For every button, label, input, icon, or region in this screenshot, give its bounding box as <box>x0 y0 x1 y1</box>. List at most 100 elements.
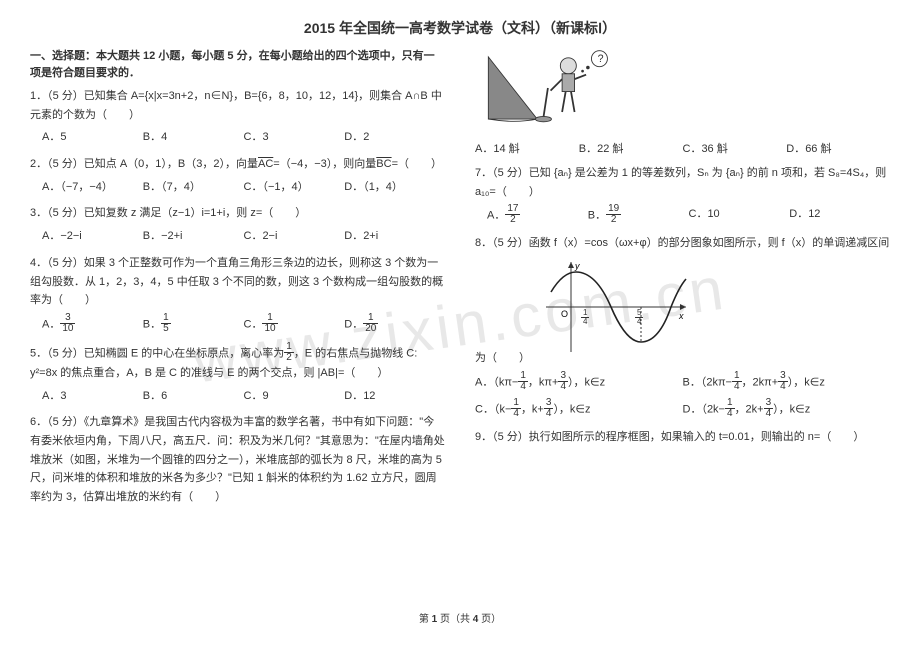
frac-den: 5 <box>161 324 171 334</box>
q6-stem: 6．（5 分）《九章算术》是我国古代内容极为丰富的数学名著，书中有如下问题："今… <box>30 416 445 503</box>
q2-opt-c: C．（−1，4） <box>244 178 345 197</box>
section-heading: 一、选择题：本大题共 12 小题，每小题 5 分，在每小题给出的四个选项中，只有… <box>30 48 445 81</box>
question-7: 7．（5 分）已知 {aₙ} 是公差为 1 的等差数列，Sₙ 为 {aₙ} 的前… <box>475 164 890 226</box>
frac: 14 <box>725 398 735 419</box>
question-6: 6．（5 分）《九章算术》是我国古代内容极为丰富的数学名著，书中有如下问题："今… <box>30 413 445 506</box>
q4-d-label: D． <box>344 318 363 330</box>
question-8: 8．（5 分）函数 f（x）=cos（ωx+φ）的部分图象如图所示，则 f（x）… <box>475 234 890 419</box>
q6-opt-b: B．22 斛 <box>579 140 683 156</box>
question-2: 2．（5 分）已知点 A（0，1），B（3，2），向量AC=（−4，−3），则向… <box>30 155 445 196</box>
q5-opt-a: A．3 <box>42 387 143 406</box>
svg-text:?: ? <box>598 53 604 65</box>
tick2-den: 4 <box>635 318 643 326</box>
question-3: 3．（5 分）已知复数 z 满足（z−1）i=1+i，则 z=（ ） A．−2−… <box>30 204 445 245</box>
q7-a-label: A． <box>487 210 505 222</box>
q3-opt-b: B．−2+i <box>143 227 244 246</box>
q2-opt-a: A．（−7，−4） <box>42 178 143 197</box>
q7-opt-d: D．12 <box>789 205 890 226</box>
footer-c: 页（共 <box>437 614 473 625</box>
q8-d-l: D．（2k− <box>683 403 726 415</box>
q5-stem-a: 5．（5 分）已知椭圆 E 的中心在坐标原点，离心率为 <box>30 347 284 359</box>
q6-opt-d: D．66 斛 <box>786 140 890 156</box>
q6-options: A．14 斛 B．22 斛 C．36 斛 D．66 斛 <box>475 140 890 156</box>
y-axis-label: y <box>574 261 580 271</box>
frac-den: 4 <box>558 382 568 392</box>
question-5: 5．（5 分）已知椭圆 E 的中心在坐标原点，离心率为12，E 的右焦点与抛物线… <box>30 343 445 405</box>
q7-opt-b: B．192 <box>588 205 689 226</box>
frac-den: 4 <box>732 382 742 392</box>
q4-stem: 4．（5 分）如果 3 个正整数可作为一个直角三角形三条边的边长，则称这 3 个… <box>30 257 443 306</box>
q1-opt-b: B．4 <box>143 128 244 147</box>
frac-den: 4 <box>511 409 521 419</box>
frac-den: 2 <box>505 215 520 225</box>
q8-opt-c: C．（k−14，k+34），k∈z <box>475 399 683 420</box>
q8-opt-b: B．（2kπ−14，2kπ+34），k∈z <box>683 372 891 393</box>
frac-den: 4 <box>518 382 528 392</box>
q2-stem-b: =（−4，−3），则向量 <box>273 158 376 170</box>
frac-den: 4 <box>544 409 554 419</box>
q3-stem: 3．（5 分）已知复数 z 满足（z−1）i=1+i，则 z=（ ） <box>30 207 306 219</box>
q5-ecc-frac: 12 <box>284 342 294 363</box>
frac: 34 <box>778 371 788 392</box>
q2-options: A．（−7，−4） B．（7，4） C．（−1，4） D．（1，4） <box>42 178 445 197</box>
vector-ac: AC <box>258 158 273 170</box>
q4-opt-d: D．120 <box>344 314 445 335</box>
q8-opt-d: D．（2k−14，2k+34），k∈z <box>683 399 891 420</box>
q4-opt-c: C．110 <box>244 314 345 335</box>
q3-options: A．−2−i B．−2+i C．2−i D．2+i <box>42 227 445 246</box>
q8-c-m: ，k+ <box>521 403 544 415</box>
q8-a-m: ，kπ+ <box>528 376 559 388</box>
q8-options-row2: C．（k−14，k+34），k∈z D．（2k−14，2k+34），k∈z <box>475 399 890 420</box>
frac: 14 <box>732 371 742 392</box>
q7-b-label: B． <box>588 210 606 222</box>
frac-den: 20 <box>363 324 378 334</box>
q4-b-label: B． <box>143 318 161 330</box>
q1-options: A．5 B．4 C．3 D．2 <box>42 128 445 147</box>
q5-options: A．3 B．6 C．9 D．12 <box>42 387 445 406</box>
q8-c-r: ），k∈z <box>553 403 590 415</box>
q8-b-r: ），k∈z <box>788 376 825 388</box>
origin-label: O <box>561 309 568 319</box>
right-column: ? A．14 斛 B．22 斛 C．36 斛 D．66 斛 7．（5 分）已知 … <box>475 48 890 610</box>
q4-b-frac: 15 <box>161 313 171 334</box>
q1-stem: 1．（5 分）已知集合 A={x|x=3n+2，n∈N}，B={6，8，10，1… <box>30 90 442 121</box>
q4-opt-a: A．310 <box>42 314 143 335</box>
q8-d-m: ，2k+ <box>735 403 764 415</box>
q8-b-m: ，2kπ+ <box>742 376 779 388</box>
q8-opt-a: A．（kπ−14，kπ+34），k∈z <box>475 372 683 393</box>
page-content: 2015 年全国统一高考数学试卷（文科）（新课标Ⅰ） 一、选择题：本大题共 12… <box>30 18 890 625</box>
left-column: 一、选择题：本大题共 12 小题，每小题 5 分，在每小题给出的四个选项中，只有… <box>30 48 445 610</box>
q8-a-l: A．（kπ− <box>475 376 518 388</box>
q7-opt-c: C．10 <box>689 205 790 226</box>
question-9: 9．（5 分）执行如图所示的程序框图，如果输入的 t=0.01，则输出的 n=（… <box>475 428 890 447</box>
frac-den: 4 <box>764 409 774 419</box>
footer-e: 页） <box>478 614 501 625</box>
frac: 14 <box>518 371 528 392</box>
q8-b-l: B．（2kπ− <box>683 376 732 388</box>
q4-options: A．310 B．15 C．110 D．120 <box>42 314 445 335</box>
q4-d-frac: 120 <box>363 313 378 334</box>
frac-den: 4 <box>778 382 788 392</box>
q4-a-frac: 310 <box>60 313 75 334</box>
q8-c-l: C．（k− <box>475 403 511 415</box>
page-footer: 第 1 页（共 4 页） <box>30 610 890 625</box>
q7-opt-a: A．172 <box>487 205 588 226</box>
rice-pile-illustration-icon: ? <box>475 48 635 128</box>
frac-den: 10 <box>262 324 277 334</box>
q2-stem-c: =（ ） <box>392 158 442 170</box>
question-1: 1．（5 分）已知集合 A={x|x=3n+2，n∈N}，B={6，8，10，1… <box>30 87 445 147</box>
x-axis-label: x <box>678 311 684 321</box>
q1-opt-d: D．2 <box>344 128 445 147</box>
q6-opt-a: A．14 斛 <box>475 140 579 156</box>
q9-stem: 9．（5 分）执行如图所示的程序框图，如果输入的 t=0.01，则输出的 n=（… <box>475 431 864 443</box>
q5-opt-b: B．6 <box>143 387 244 406</box>
q5-opt-d: D．12 <box>344 387 445 406</box>
tick1-den: 4 <box>581 318 589 326</box>
frac: 34 <box>558 371 568 392</box>
q5-opt-c: C．9 <box>244 387 345 406</box>
q4-opt-b: B．15 <box>143 314 244 335</box>
two-columns: 一、选择题：本大题共 12 小题，每小题 5 分，在每小题给出的四个选项中，只有… <box>30 48 890 610</box>
q1-opt-c: C．3 <box>244 128 345 147</box>
q7-b-frac: 192 <box>606 204 621 225</box>
cosine-graph-icon: O y x 14 54 <box>541 257 691 357</box>
